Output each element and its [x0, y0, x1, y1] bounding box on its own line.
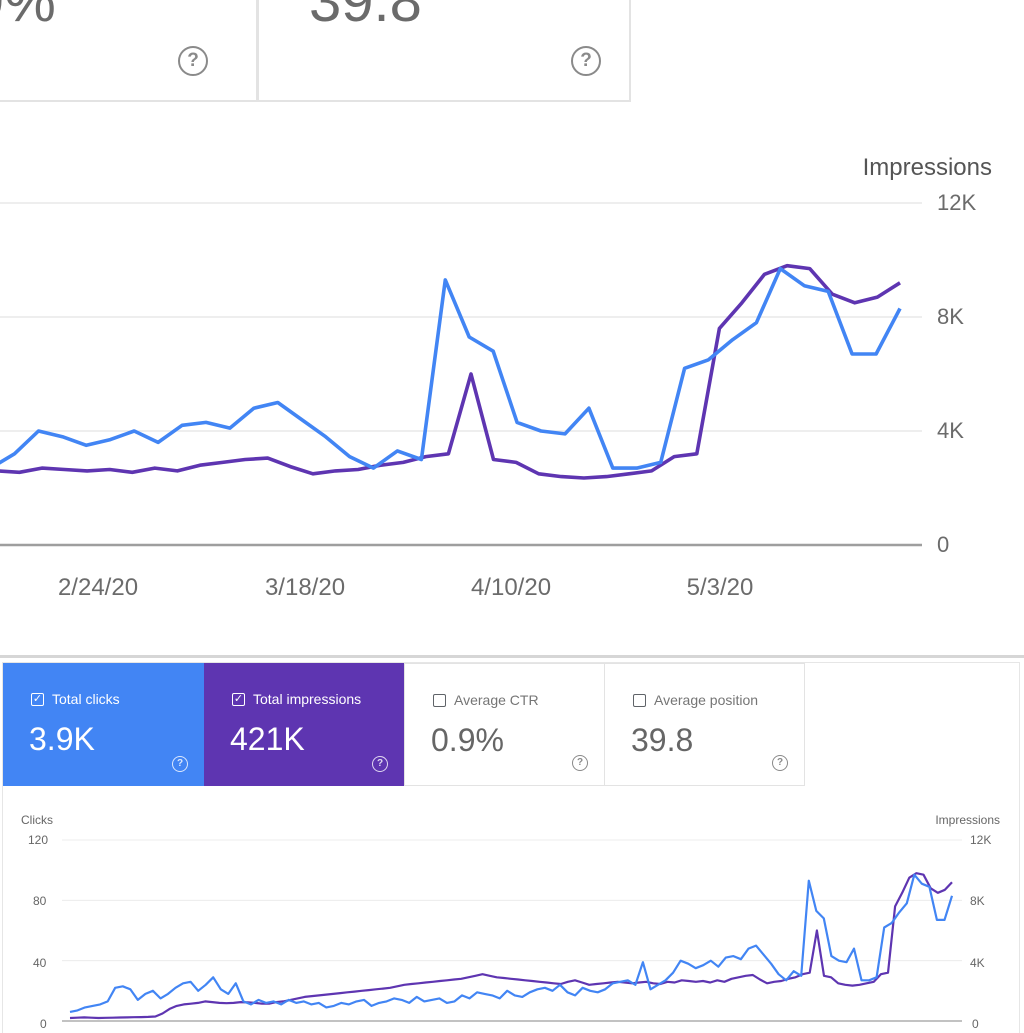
metric-value: 39.8 — [631, 722, 694, 758]
zoomed-axis-title: Impressions — [862, 154, 992, 181]
zoomed-x-tick: 4/10/20 — [470, 574, 552, 601]
metric-value: 3.9K — [29, 721, 95, 757]
zoomed-x-tick: 3/18/20 — [264, 574, 346, 601]
help-icon[interactable]: ? — [178, 46, 208, 76]
zoomed-x-tick: 5/3/20 — [686, 574, 754, 601]
section-divider — [0, 655, 1024, 658]
checkbox-unchecked-icon[interactable] — [633, 694, 646, 707]
checkbox-unchecked-icon[interactable] — [433, 694, 446, 707]
metric-value: 421K — [230, 721, 305, 757]
performance-line-chart — [62, 839, 962, 1022]
total-clicks-series-line — [69, 873, 954, 1013]
metric-label: Average position — [654, 692, 759, 708]
total-clicks-series-line — [0, 266, 902, 470]
average-position-card[interactable]: Average position 39.8 ? — [604, 663, 805, 786]
total-impressions-series-line — [69, 872, 953, 1020]
zoomed-line-chart — [0, 202, 922, 547]
zoomed-position-card[interactable]: 39.8 ? — [257, 0, 631, 102]
zoomed-y-tick: 0 — [937, 532, 950, 557]
total-clicks-card[interactable]: ✓ Total clicks 3.9K ? — [3, 663, 204, 786]
zoomed-performance-view: 9% ? 39.8 ? Impressions 12K 8K 4K 0 2/24… — [0, 0, 992, 601]
metric-label: Average CTR — [454, 692, 539, 708]
help-icon[interactable]: ? — [572, 755, 588, 771]
zoomed-y-tick: 8K — [937, 304, 964, 329]
metric-value: 0.9% — [431, 722, 504, 758]
help-icon[interactable]: ? — [372, 756, 388, 772]
zoomed-position-value: 39.8 — [309, 0, 422, 34]
metric-label: Total impressions — [253, 691, 362, 707]
panel-frame — [2, 662, 1020, 1033]
left-axis-tick: 120 — [28, 833, 49, 847]
zoomed-ctr-card[interactable]: 9% ? — [0, 0, 258, 102]
checkbox-checked-icon[interactable]: ✓ — [232, 693, 245, 706]
left-axis-title: Clicks — [21, 813, 53, 827]
zoomed-y-tick: 4K — [937, 418, 964, 443]
total-impressions-series-line — [0, 263, 901, 480]
performance-panel: ✓ Total clicks 3.9K ? ✓ Total impression… — [0, 658, 1024, 1033]
left-axis-tick: 80 — [33, 894, 47, 908]
right-axis-tick: 12K — [970, 833, 992, 847]
zoomed-x-tick: 2/24/20 — [57, 574, 139, 601]
zoomed-ctr-value: 9% — [0, 0, 56, 34]
right-axis-tick: 8K — [970, 894, 985, 908]
checkbox-checked-icon[interactable]: ✓ — [31, 693, 44, 706]
zoomed-y-tick: 12K — [937, 190, 977, 215]
right-axis-tick: 4K — [970, 956, 985, 970]
average-ctr-card[interactable]: Average CTR 0.9% ? — [404, 663, 605, 786]
help-icon[interactable]: ? — [172, 756, 188, 772]
left-axis-tick: 40 — [33, 956, 47, 970]
metric-label: Total clicks — [52, 691, 120, 707]
right-axis-title: Impressions — [935, 813, 1000, 827]
help-icon[interactable]: ? — [772, 755, 788, 771]
help-icon[interactable]: ? — [571, 46, 601, 76]
total-impressions-card[interactable]: ✓ Total impressions 421K ? — [204, 663, 404, 786]
